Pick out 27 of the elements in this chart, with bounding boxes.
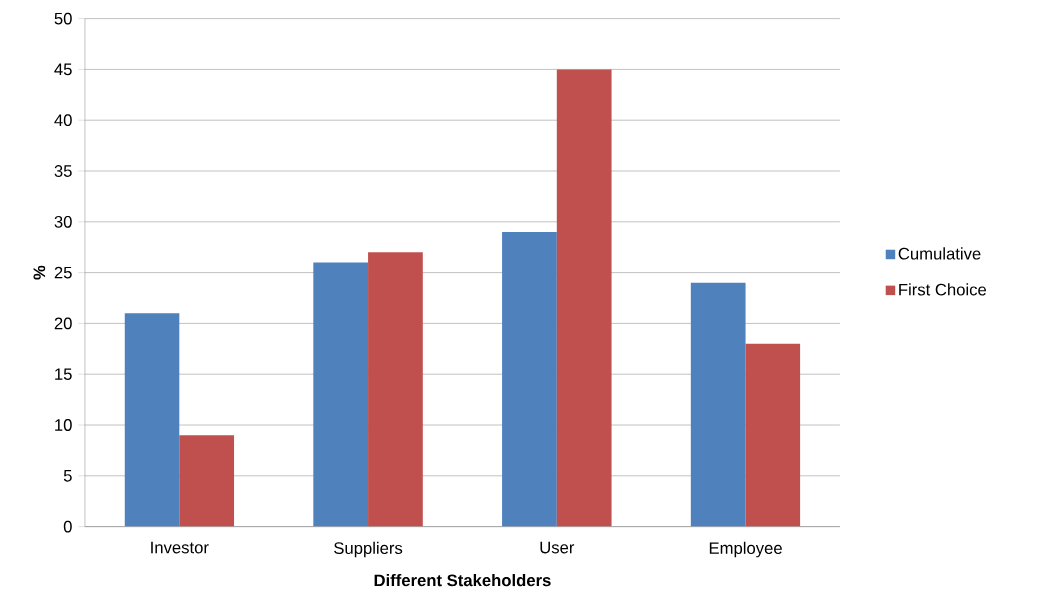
y-tick-label: 5 <box>63 470 72 482</box>
legend-label: First Choice <box>899 283 987 296</box>
legend-label: Cumulative <box>898 247 981 260</box>
y-tick-label: 0 <box>63 520 72 533</box>
bar <box>690 282 746 527</box>
bar <box>368 252 423 527</box>
y-tick-label: 45 <box>54 63 72 76</box>
y-tick-label: 20 <box>54 317 72 330</box>
bar <box>745 343 801 527</box>
y-tick-label: 25 <box>54 266 72 279</box>
bar <box>179 435 235 527</box>
y-tick-label: 10 <box>55 419 72 431</box>
y-axis-title: % <box>33 265 46 280</box>
x-tick-label: Employee <box>709 541 782 558</box>
bar <box>556 69 612 527</box>
x-tick-label: Investor <box>151 541 209 554</box>
y-tick-label: 35 <box>54 165 72 177</box>
x-tick-label: Suppliers <box>334 541 403 558</box>
y-tick-label: 15 <box>55 368 72 381</box>
bar <box>124 313 180 527</box>
x-tick-label: User <box>540 541 575 554</box>
y-tick-label: 50 <box>54 12 72 25</box>
y-tick-label: 30 <box>54 215 72 228</box>
bar <box>502 231 557 527</box>
bar <box>313 262 369 527</box>
y-tick-label: 40 <box>54 114 72 127</box>
x-axis-title: Different Stakeholders <box>374 574 551 587</box>
